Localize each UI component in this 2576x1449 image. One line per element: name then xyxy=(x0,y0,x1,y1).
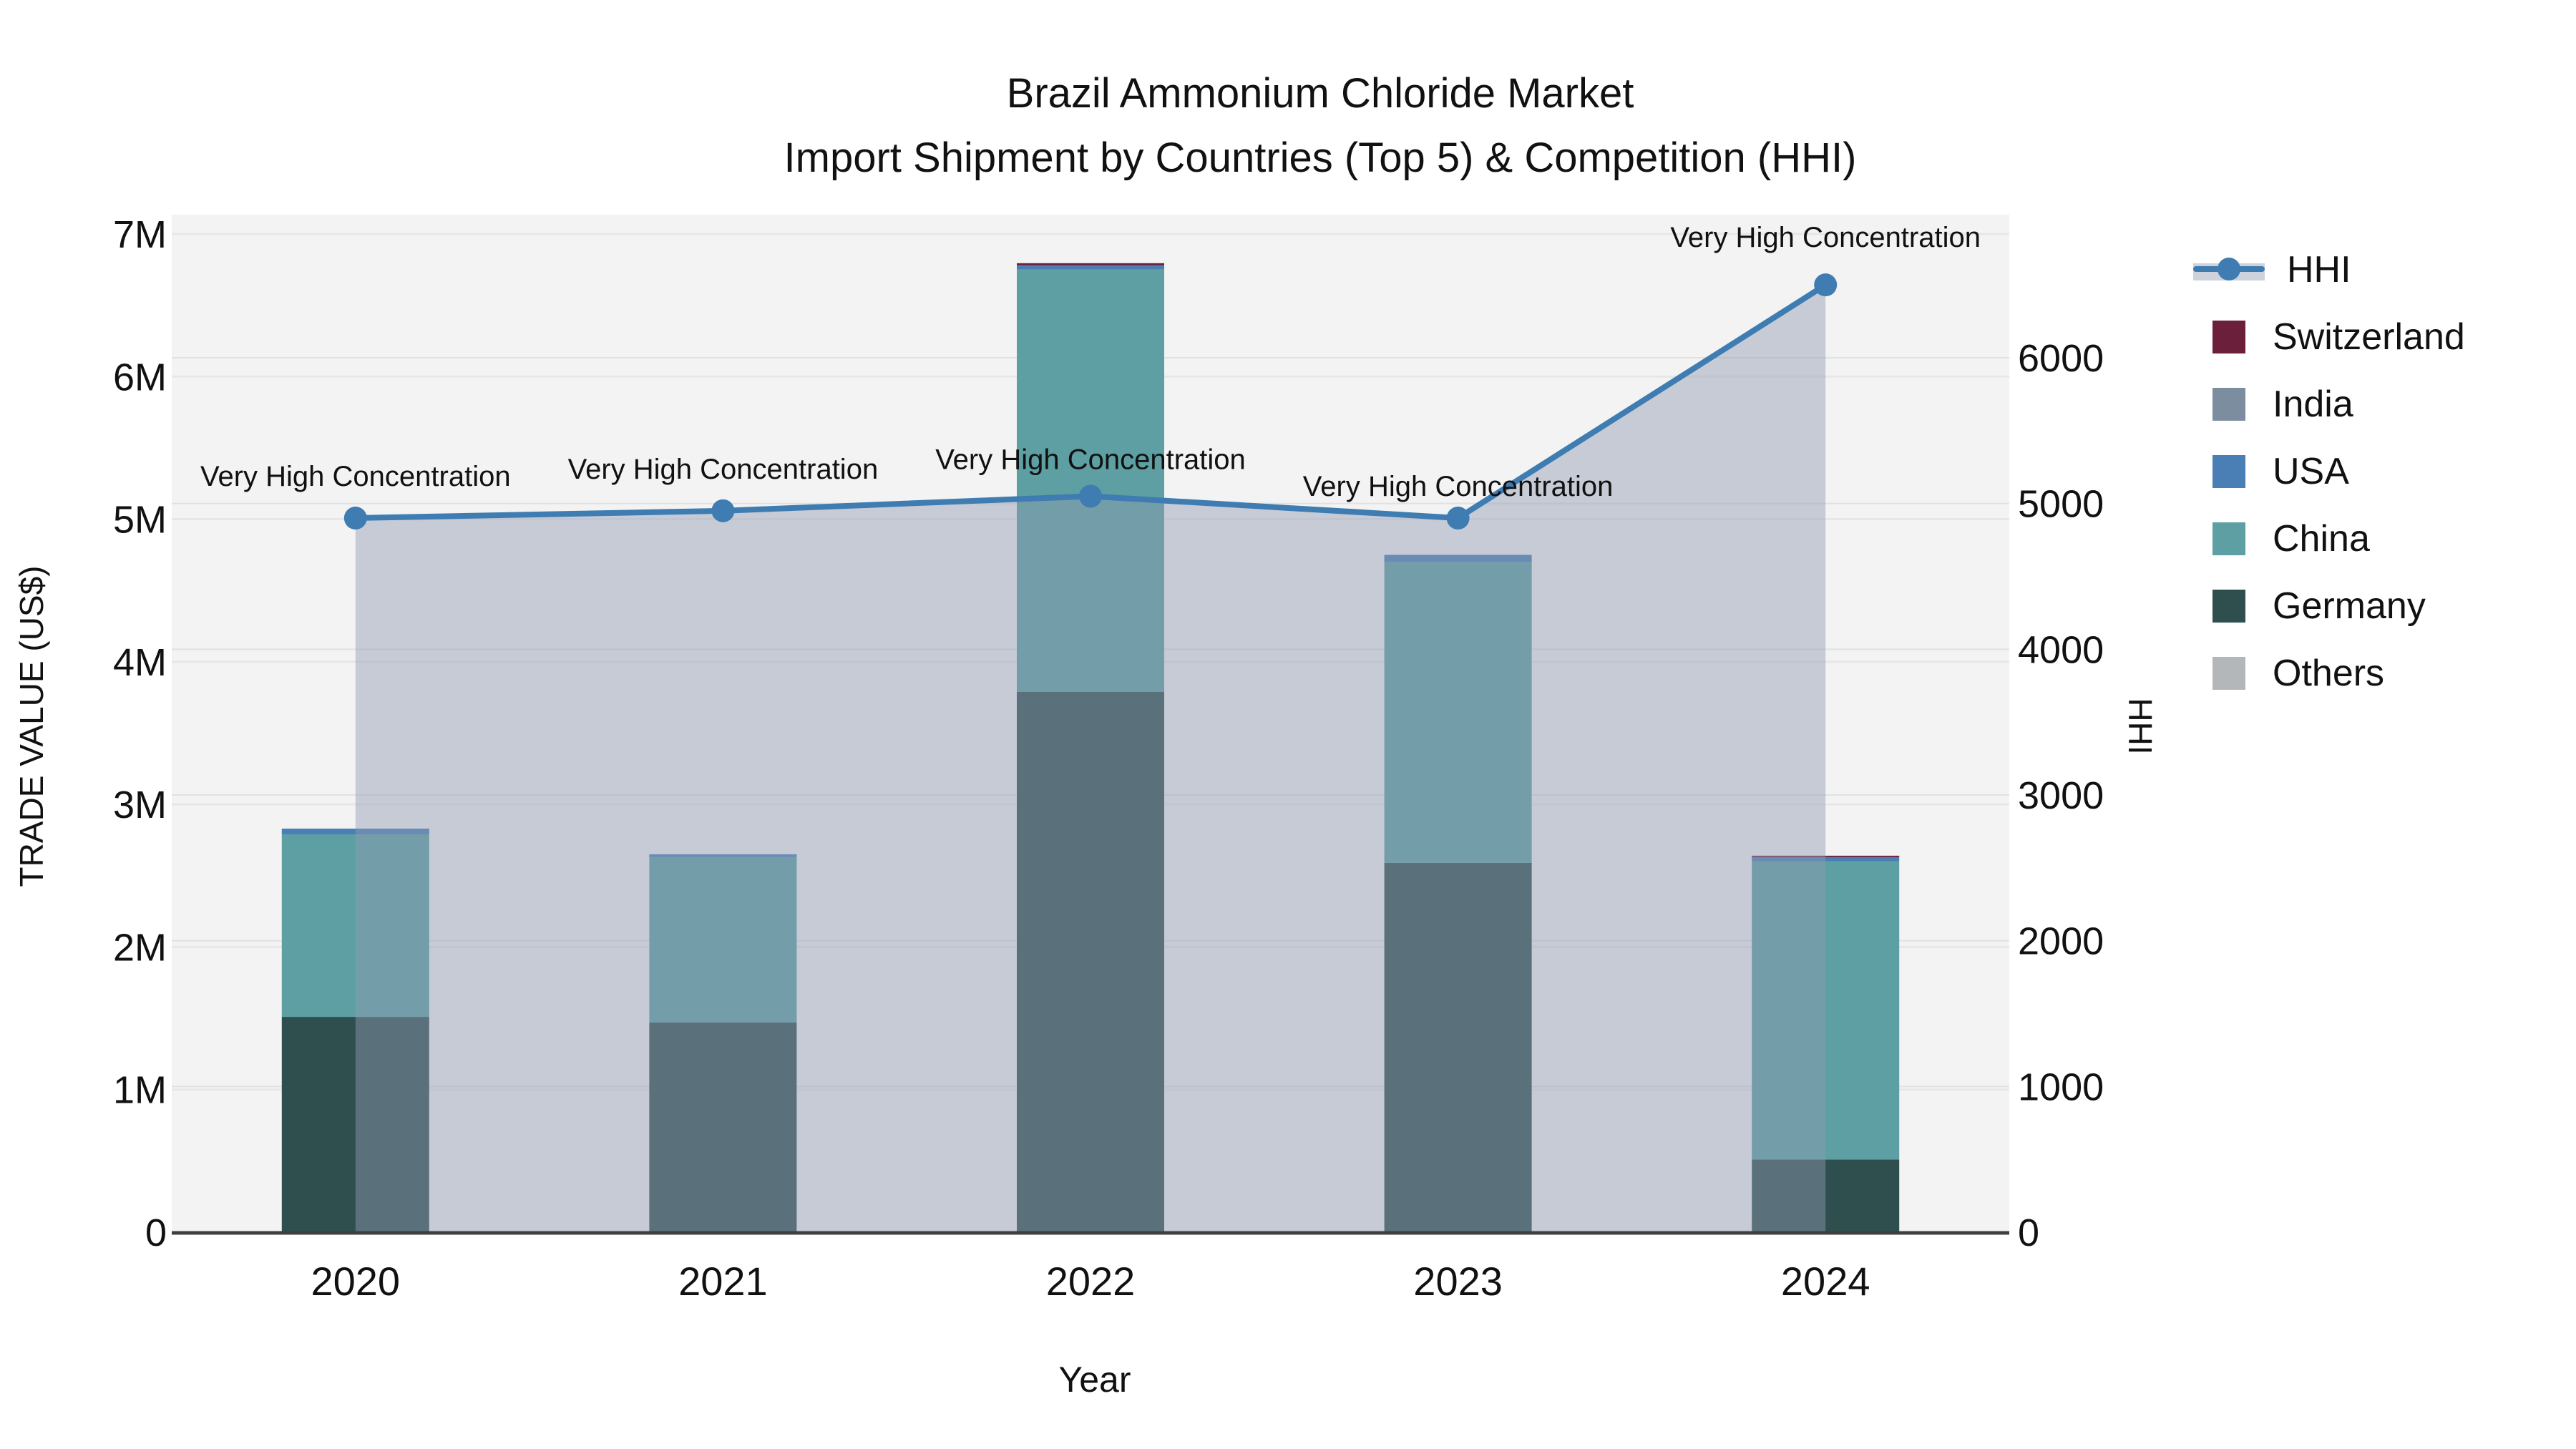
left-tick-6M: 6M xyxy=(113,356,167,399)
bar-segment-usa-2020[interactable] xyxy=(281,829,429,834)
chart-title: Brazil Ammonium Chloride Market xyxy=(1007,70,1634,117)
legend-label-india: India xyxy=(2273,384,2353,425)
legend-item-hhi[interactable]: HHI xyxy=(2190,236,2465,303)
bar-segment-germany-2024[interactable] xyxy=(1752,1159,1900,1232)
left-tick-3M: 3M xyxy=(113,784,167,826)
hhi-marker-2020[interactable] xyxy=(343,507,367,530)
bar-segment-usa-2021[interactable] xyxy=(649,854,797,857)
right-tick-3000: 3000 xyxy=(2018,774,2104,817)
hhi-marker-2022[interactable] xyxy=(1079,484,1102,508)
bar-segment-germany-2020[interactable] xyxy=(281,1017,429,1232)
legend-label-others: Others xyxy=(2273,653,2385,694)
left-tick-4M: 4M xyxy=(113,641,167,684)
hhi-line-legend-icon xyxy=(2193,253,2265,286)
bar-segment-china-2024[interactable] xyxy=(1752,861,1900,1160)
annotation-2020: Very High Concentration xyxy=(200,461,511,492)
left-tick-7M: 7M xyxy=(113,213,167,256)
left-tick-5M: 5M xyxy=(113,499,167,542)
legend-swatch-usa xyxy=(2212,455,2245,488)
legend-swatch-germany xyxy=(2212,590,2245,623)
legend-swatch-china xyxy=(2212,522,2245,555)
right-tick-1000: 1000 xyxy=(2018,1065,2104,1108)
legend-label-switzerland: Switzerland xyxy=(2273,316,2465,358)
bar-segment-usa-2024[interactable] xyxy=(1752,857,1900,862)
legend-item-usa[interactable]: USA xyxy=(2190,438,2465,505)
legend-label-germany: Germany xyxy=(2273,585,2426,627)
legend-item-china[interactable]: China xyxy=(2190,505,2465,572)
annotation-2021: Very High Concentration xyxy=(568,454,879,485)
right-tick-6000: 6000 xyxy=(2018,337,2104,380)
x-tick-2023: 2023 xyxy=(1413,1259,1503,1304)
right-axis-title: HHI xyxy=(2122,698,2159,754)
left-tick-1M: 1M xyxy=(113,1069,167,1112)
bar-segment-china-2023[interactable] xyxy=(1384,562,1532,863)
legend-label-china: China xyxy=(2273,518,2370,560)
legend-label-usa: USA xyxy=(2273,451,2349,492)
bar-segment-switzerland-2024[interactable] xyxy=(1752,855,1900,857)
bar-segment-china-2020[interactable] xyxy=(281,834,429,1018)
bar-segment-china-2021[interactable] xyxy=(649,857,797,1023)
legend-swatch-india xyxy=(2212,388,2245,421)
bar-segment-china-2022[interactable] xyxy=(1017,269,1164,692)
bar-segment-germany-2023[interactable] xyxy=(1384,862,1532,1232)
annotation-2022: Very High Concentration xyxy=(935,444,1246,475)
x-tick-2024: 2024 xyxy=(1781,1259,1870,1304)
x-tick-2020: 2020 xyxy=(311,1259,401,1304)
legend-swatch-switzerland xyxy=(2212,321,2245,353)
right-tick-0: 0 xyxy=(2018,1211,2039,1254)
chart-subtitle: Import Shipment by Countries (Top 5) & C… xyxy=(784,135,1857,181)
legend-item-switzerland[interactable]: Switzerland xyxy=(2190,303,2465,371)
annotation-2023: Very High Concentration xyxy=(1303,471,1614,502)
legend-label-hhi: HHI xyxy=(2287,249,2351,291)
bar-segment-usa-2022[interactable] xyxy=(1017,265,1164,270)
left-tick-0: 0 xyxy=(145,1211,167,1254)
x-tick-2022: 2022 xyxy=(1046,1259,1136,1304)
bar-segment-switzerland-2022[interactable] xyxy=(1017,263,1164,265)
x-axis-title: Year xyxy=(1058,1360,1131,1400)
hhi-marker-2023[interactable] xyxy=(1446,507,1470,530)
bar-segment-usa-2023[interactable] xyxy=(1384,555,1532,562)
legend-item-india[interactable]: India xyxy=(2190,371,2465,438)
legend-swatch-others xyxy=(2212,657,2245,690)
legend-item-others[interactable]: Others xyxy=(2190,640,2465,707)
left-axis-title: TRADE VALUE (US$) xyxy=(13,565,50,887)
right-tick-5000: 5000 xyxy=(2018,483,2104,526)
bar-segment-germany-2022[interactable] xyxy=(1017,691,1164,1232)
right-tick-4000: 4000 xyxy=(2018,628,2104,671)
annotation-2024: Very High Concentration xyxy=(1670,222,1981,253)
hhi-marker-2021[interactable] xyxy=(711,499,735,522)
hhi-marker-2024[interactable] xyxy=(1814,273,1838,297)
legend: HHI Switzerland India USA China Germany Others xyxy=(2190,236,2465,707)
bar-segment-germany-2021[interactable] xyxy=(649,1023,797,1232)
legend-item-germany[interactable]: Germany xyxy=(2190,572,2465,640)
hhi-marker-swatch xyxy=(2218,258,2240,280)
left-tick-2M: 2M xyxy=(113,926,167,969)
right-tick-2000: 2000 xyxy=(2018,920,2104,963)
x-tick-2021: 2021 xyxy=(678,1259,768,1304)
